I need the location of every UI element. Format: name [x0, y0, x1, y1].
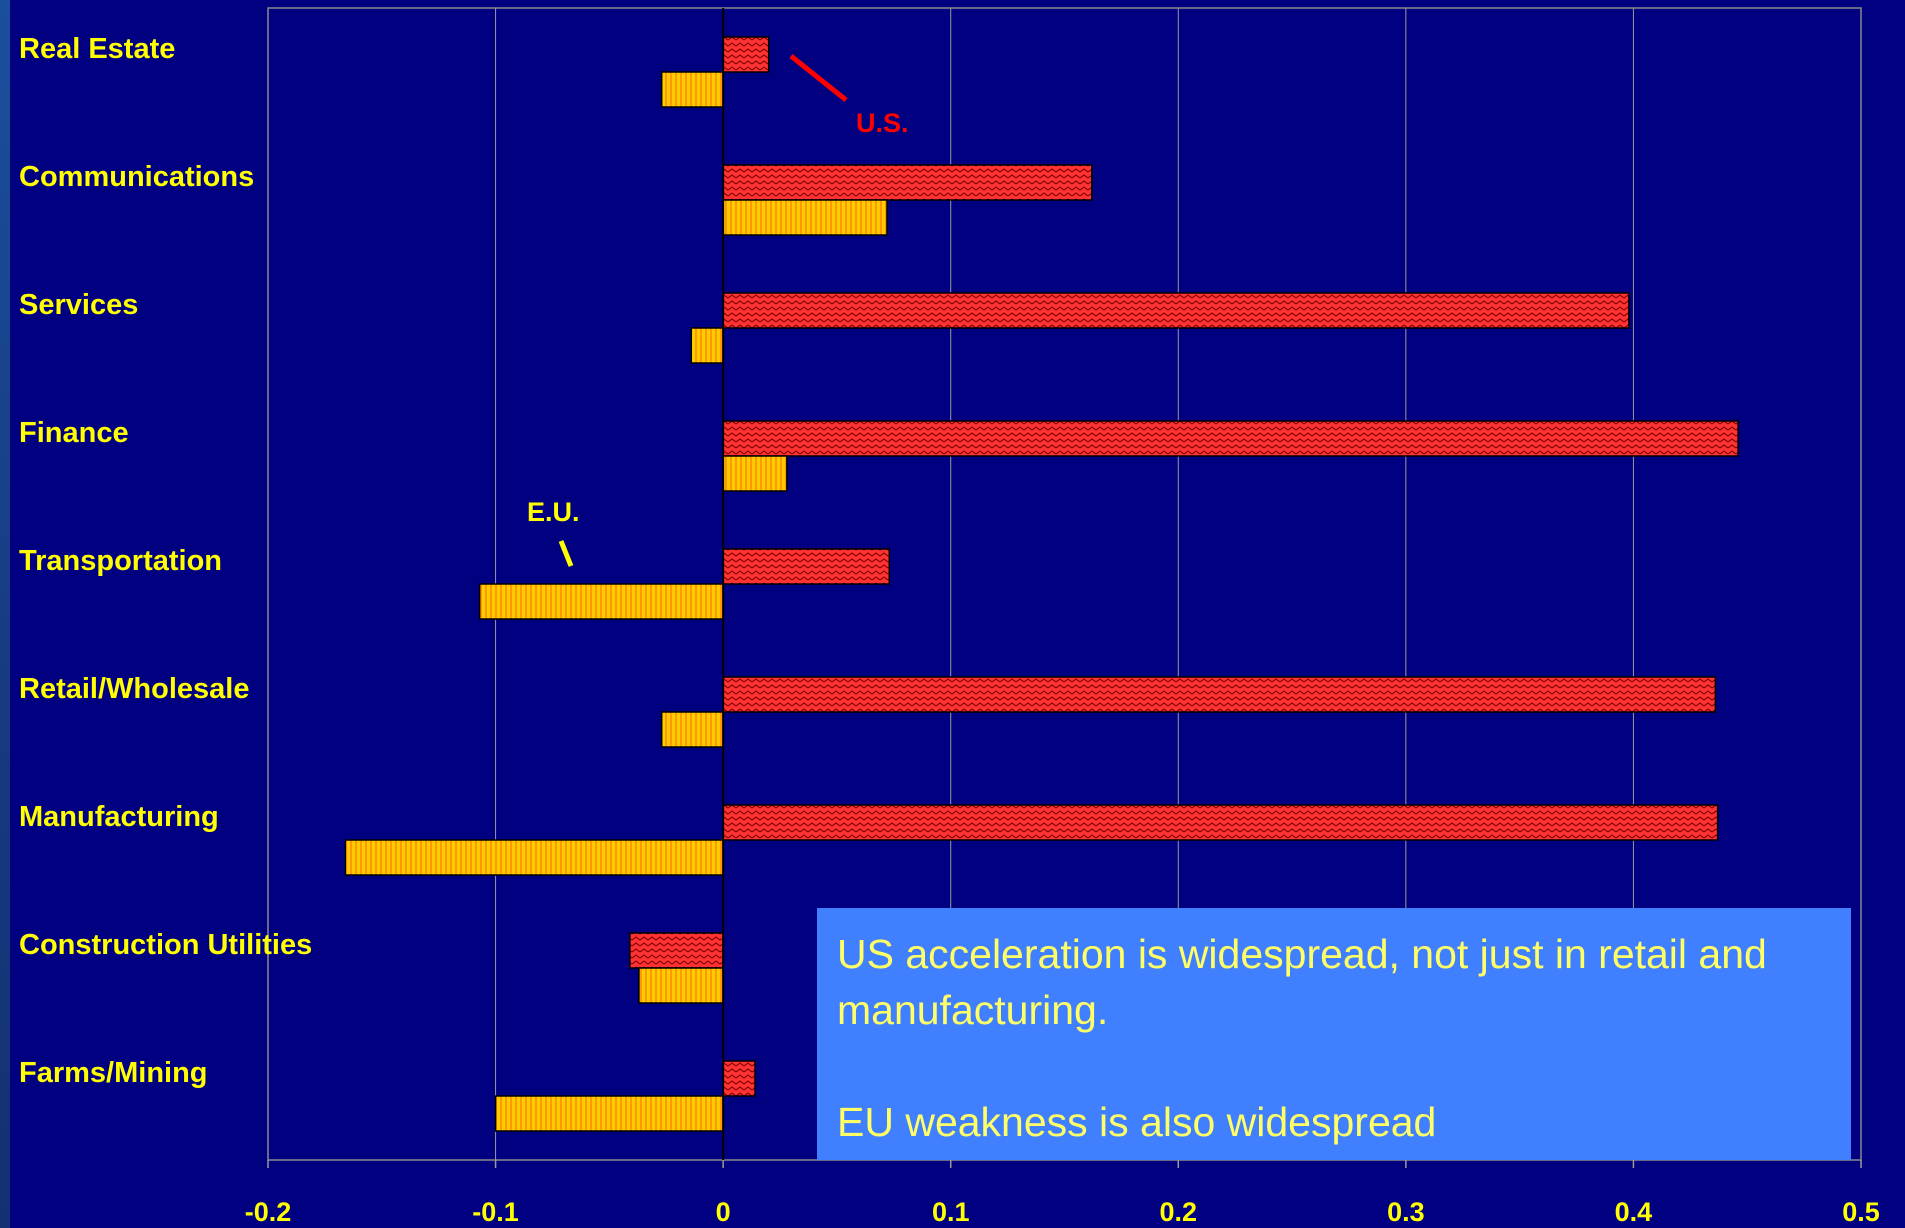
category-label: Services — [19, 289, 138, 321]
us-bar — [722, 164, 1093, 201]
annotations: U.S. E.U. — [527, 54, 909, 567]
us-bar — [722, 804, 1719, 841]
eu-bar — [690, 327, 724, 364]
x-tick-label: -0.2 — [245, 1197, 292, 1227]
category-label: Transportation — [19, 545, 222, 577]
x-tick-label: 0.1 — [932, 1197, 970, 1227]
x-tick-label: 0.2 — [1160, 1197, 1198, 1227]
eu-bar — [344, 839, 724, 876]
us-bar — [722, 292, 1630, 329]
category-label: Communications — [19, 161, 254, 193]
category-label: Retail/Wholesale — [19, 673, 249, 705]
eu-bar — [494, 1095, 724, 1132]
us-annotation-label: U.S. — [856, 108, 909, 138]
x-tick-label: 0 — [716, 1197, 731, 1227]
eu-bar — [638, 967, 724, 1004]
eu-bar — [478, 583, 724, 620]
eu-annotation-label: E.U. — [527, 497, 580, 527]
eu-bar — [722, 199, 888, 236]
category-label: Real Estate — [19, 33, 175, 65]
category-label: Manufacturing — [19, 801, 219, 833]
us-bar — [722, 676, 1717, 713]
category-label: Construction Utilities — [19, 929, 312, 961]
category-label: Farms/Mining — [19, 1057, 208, 1089]
note-box: US acceleration is widespread, not just … — [817, 908, 1851, 1160]
eu-bar — [660, 71, 724, 108]
us-bar — [629, 932, 724, 969]
slide-edge — [0, 0, 10, 1228]
note-line-2: EU weakness is also widespread — [837, 1099, 1437, 1145]
eu-pointer-line — [558, 540, 574, 567]
us-bar — [722, 36, 770, 73]
eu-bar — [722, 455, 788, 492]
us-bar — [722, 420, 1739, 457]
us-pointer-line — [789, 54, 848, 102]
x-tick-label: 0.5 — [1842, 1197, 1880, 1227]
x-tick-label: 0.3 — [1387, 1197, 1425, 1227]
us-bar — [722, 548, 891, 585]
note-line-1: US acceleration is widespread, not just … — [837, 931, 1767, 1033]
x-tick-label: -0.1 — [472, 1197, 519, 1227]
x-tick-label: 0.4 — [1615, 1197, 1653, 1227]
plot-frame — [267, 7, 1862, 1161]
category-label: Finance — [19, 417, 129, 449]
plot-area: -0.2 -0.1 0 0.1 0.2 0.3 0.4 0.5 Real Estate Commu… — [19, 7, 1880, 1227]
eu-bar — [660, 711, 724, 748]
us-bar — [722, 1060, 756, 1097]
